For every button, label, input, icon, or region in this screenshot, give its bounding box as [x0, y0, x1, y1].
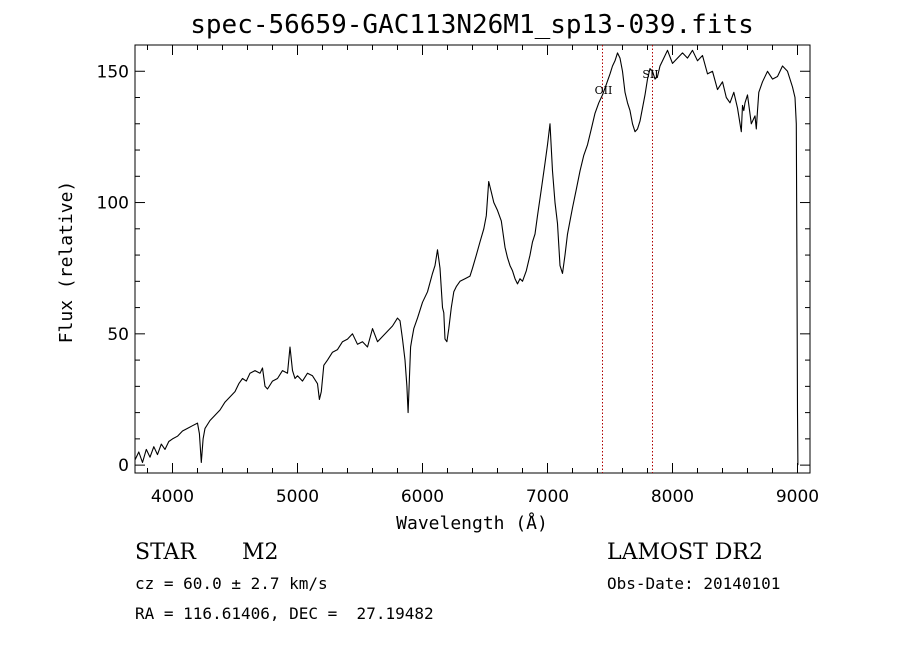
chart-title: spec-56659-GAC113N26M1_sp13-039.fits: [190, 10, 754, 40]
y-tick-label: 0: [118, 456, 129, 476]
coordinates: RA = 116.61406, DEC = 27.19482: [135, 604, 434, 623]
survey-name: LAMOST DR2: [607, 540, 763, 565]
plot-frame: [134, 44, 811, 474]
x-tick-label: 6000: [401, 487, 444, 507]
y-axis-ticks: 0 50 100 150: [97, 44, 810, 476]
object-class: STAR: [135, 540, 197, 565]
y-tick-label: 100: [97, 194, 129, 214]
x-tick-label: 8000: [651, 487, 694, 507]
y-tick-label: 50: [107, 325, 129, 345]
line-marker-label-oii: OII: [595, 84, 613, 97]
x-tick-label: 4000: [151, 487, 194, 507]
plot-border: [134, 44, 811, 474]
y-axis-label: Flux (relative): [56, 181, 77, 344]
x-tick-label: 7000: [526, 487, 569, 507]
info-panel: STAR M2 cz = 60.0 ± 2.7 km/s RA = 116.61…: [135, 540, 780, 623]
x-tick-label: 9000: [776, 487, 819, 507]
x-axis-ticks: 4000 5000 6000 7000 8000 9000: [147, 45, 819, 507]
spectrum-line: [134, 49, 799, 466]
x-axis-label: Wavelength (Å): [396, 512, 548, 534]
x-tick-label: 5000: [276, 487, 319, 507]
redshift-value: cz = 60.0 ± 2.7 km/s: [135, 574, 328, 593]
line-marker-label-sii: SII: [642, 68, 658, 81]
spectral-line-markers: OII SII: [595, 45, 659, 473]
object-subclass: M2: [242, 540, 279, 565]
y-tick-label: 150: [97, 62, 129, 82]
observation-date: Obs-Date: 20140101: [607, 574, 780, 593]
spectrum-series-layer: [134, 49, 799, 466]
